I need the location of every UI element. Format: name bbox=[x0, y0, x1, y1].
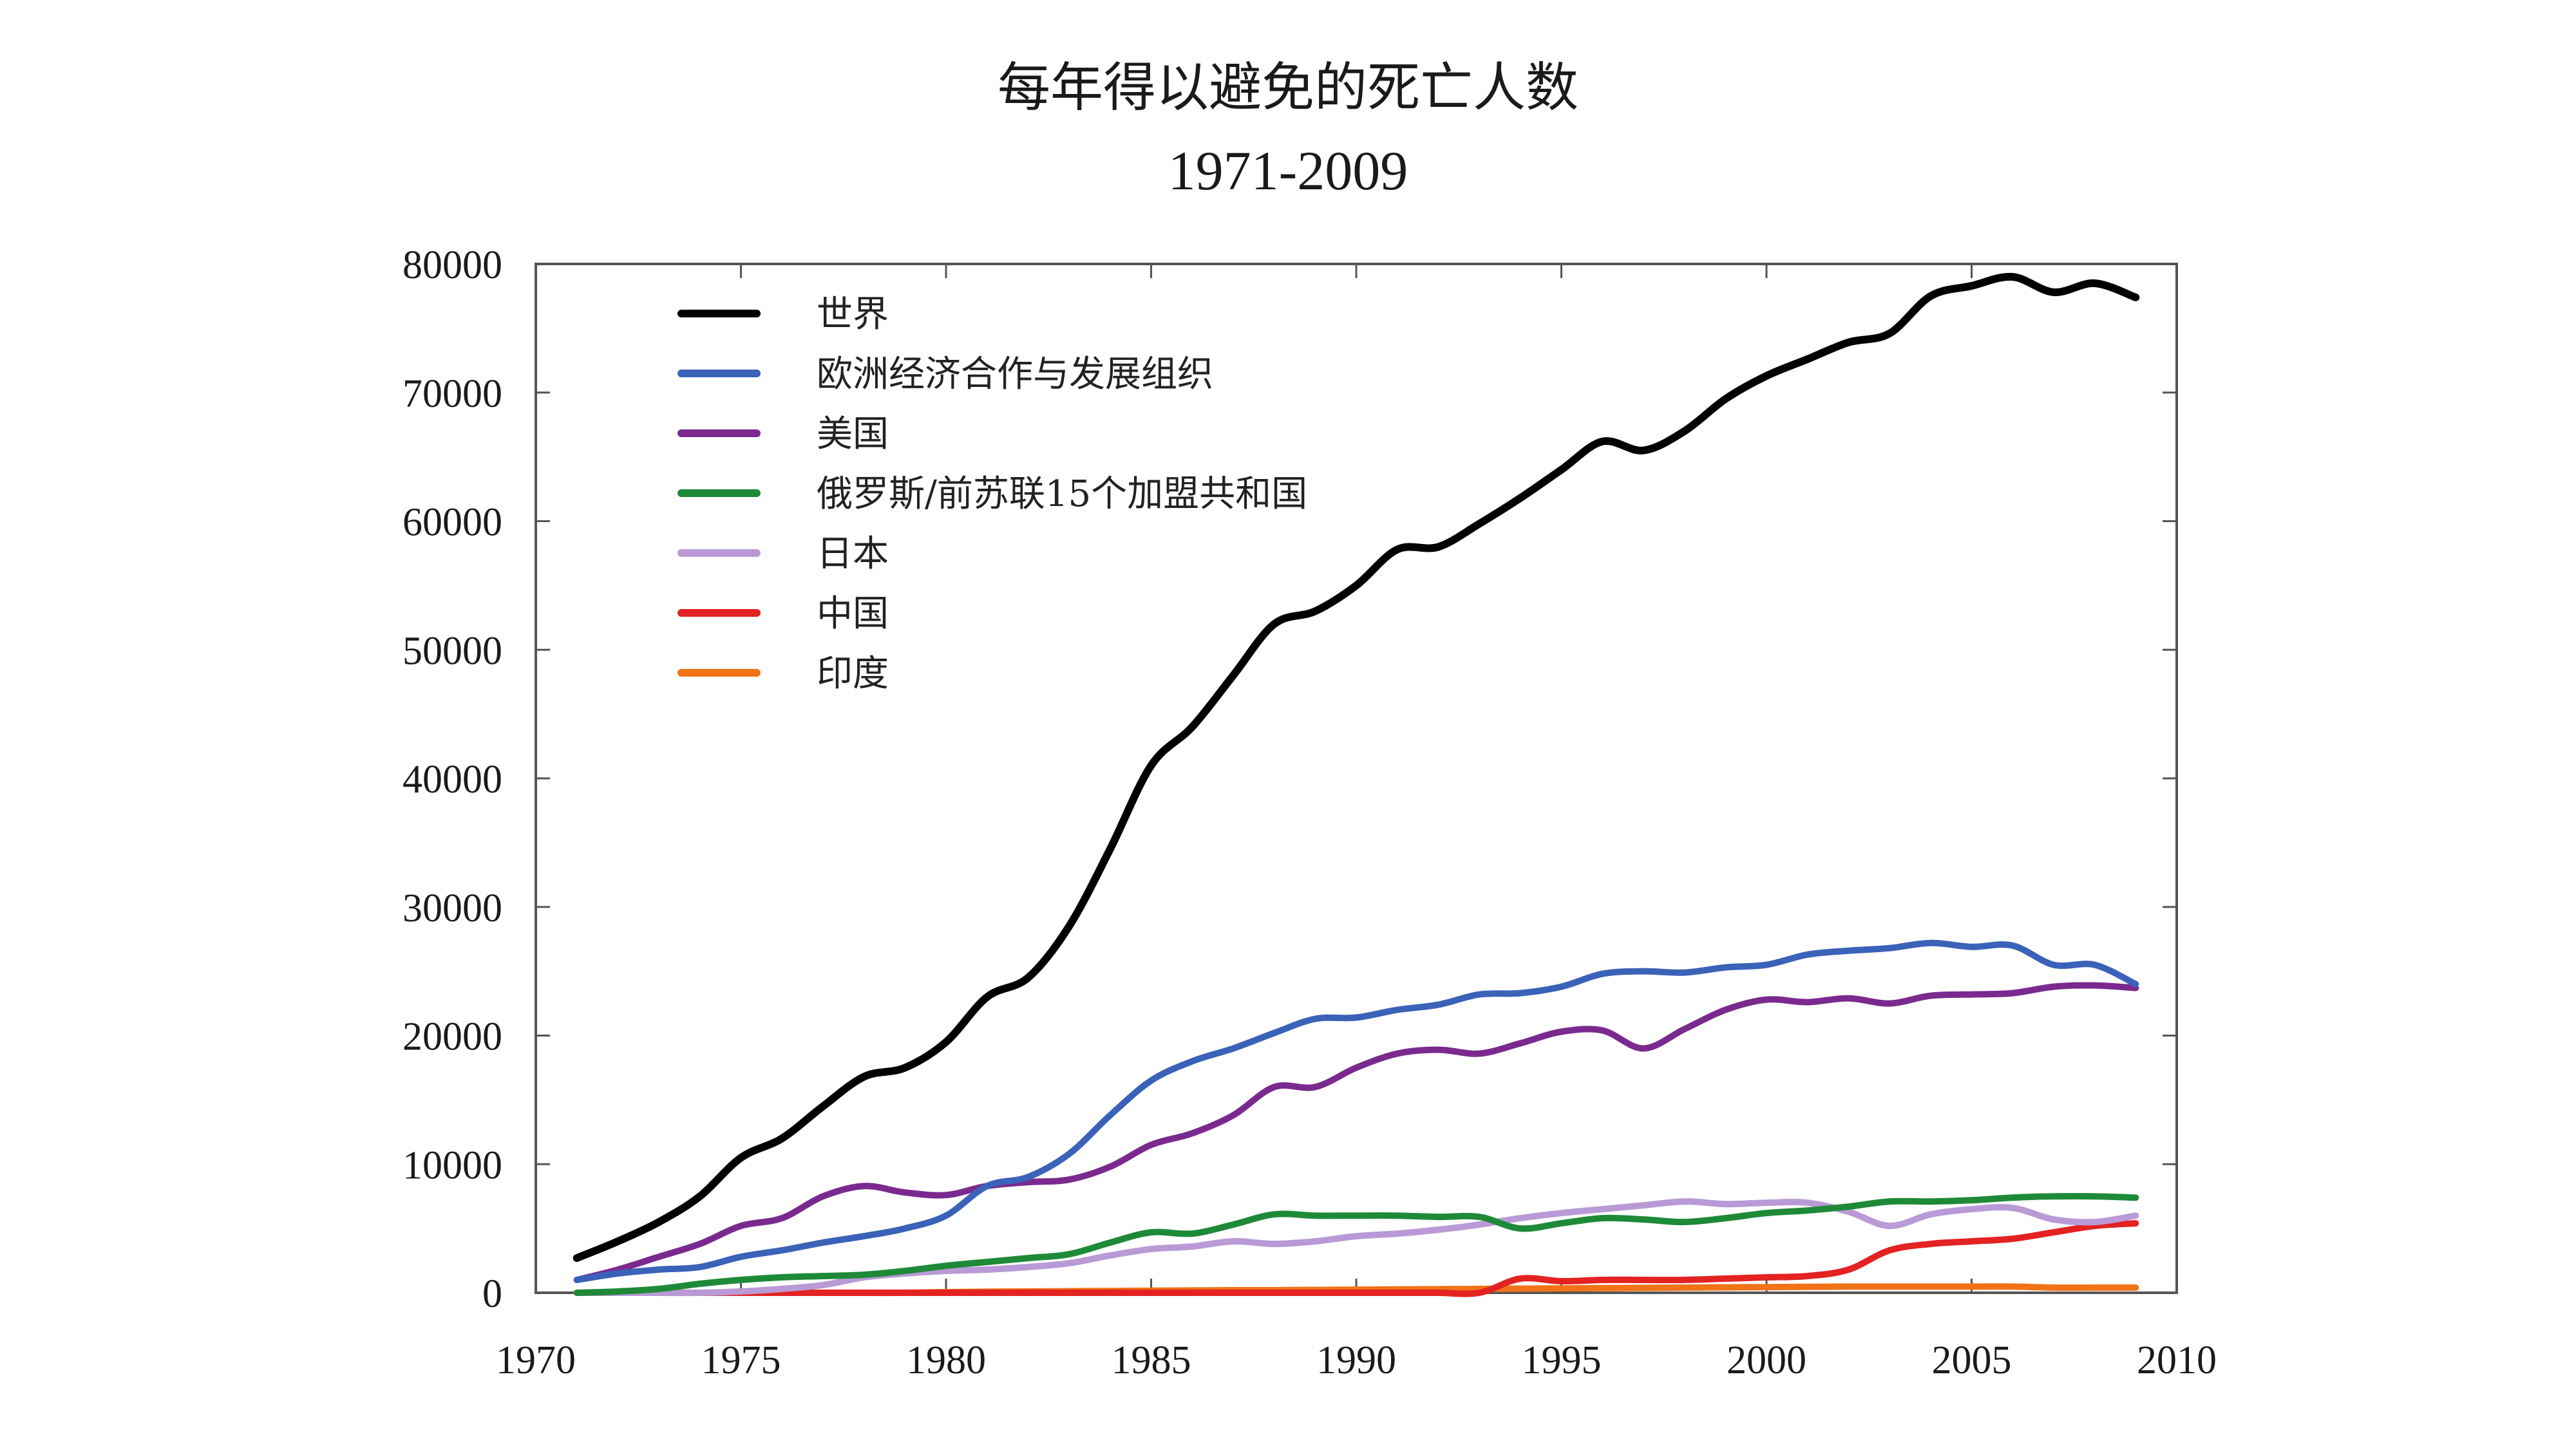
y-tick-label: 40000 bbox=[402, 758, 502, 802]
x-tick-label: 2000 bbox=[1727, 1338, 1806, 1382]
series-line-0 bbox=[573, 272, 2140, 1263]
x-tick-label: 2005 bbox=[1932, 1338, 2012, 1382]
x-tick-label: 1980 bbox=[906, 1338, 986, 1382]
axes: 0 10000 20000 30000 40000 50000 60000 70000 8000… bbox=[402, 243, 2217, 1382]
x-tick-label: 1975 bbox=[701, 1338, 781, 1382]
y-tick-label: 0 bbox=[482, 1272, 502, 1316]
y-tick-label: 30000 bbox=[402, 887, 502, 930]
series-line-2 bbox=[573, 982, 2139, 1283]
series-line-3 bbox=[573, 1192, 2139, 1296]
y-tick-label: 70000 bbox=[402, 372, 502, 416]
series-line-4 bbox=[573, 1198, 2139, 1297]
x-tick-label: 1970 bbox=[496, 1338, 576, 1382]
legend-label: 美国 bbox=[817, 413, 889, 455]
y-tick-label: 10000 bbox=[402, 1143, 502, 1187]
series-line-1 bbox=[573, 939, 2139, 1283]
x-tick-label: 1995 bbox=[1522, 1338, 1602, 1382]
y-tick-label: 60000 bbox=[402, 501, 502, 545]
y-tick-label: 80000 bbox=[402, 243, 502, 287]
chart-title: 每年得以避免的死亡人数 bbox=[997, 57, 1578, 118]
y-tick-label: 50000 bbox=[402, 629, 502, 673]
x-tick-label: 1990 bbox=[1316, 1338, 1396, 1382]
chart-subtitle: 1971-2009 bbox=[1168, 140, 1408, 202]
legend-label: 世界 bbox=[817, 294, 889, 335]
legend-label: 中国 bbox=[817, 593, 889, 635]
legend-label: 俄罗斯/前苏联15个加盟共和国 bbox=[817, 473, 1307, 515]
series-lines bbox=[573, 272, 2140, 1297]
series-line-5 bbox=[573, 1220, 2139, 1297]
x-tick-label: 2010 bbox=[2137, 1338, 2217, 1382]
legend-label: 印度 bbox=[817, 653, 889, 695]
legend-label: 欧洲经济合作与发展组织 bbox=[817, 353, 1213, 395]
legend-label: 日本 bbox=[817, 533, 889, 575]
y-tick-label: 20000 bbox=[402, 1015, 502, 1059]
x-tick-label: 1985 bbox=[1112, 1338, 1191, 1382]
